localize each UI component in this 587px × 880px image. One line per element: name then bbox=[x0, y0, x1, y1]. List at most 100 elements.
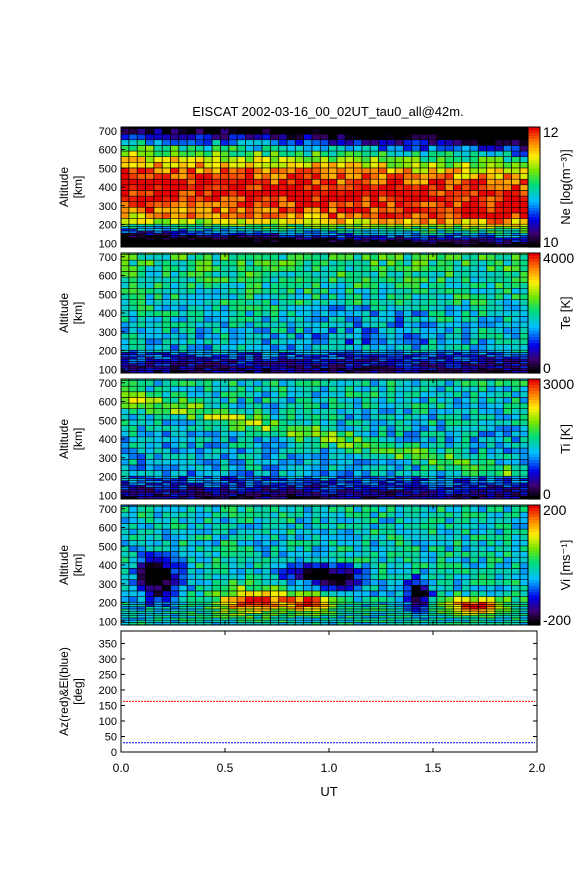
heatmap-cell bbox=[420, 352, 428, 355]
heatmap-cell bbox=[220, 254, 229, 260]
heatmap-cell bbox=[154, 379, 162, 381]
heatmap-cell bbox=[187, 151, 196, 157]
heatmap-cell bbox=[179, 613, 187, 616]
heatmap-cell bbox=[437, 454, 445, 459]
heatmap-cell bbox=[179, 145, 187, 151]
heatmap-cell bbox=[262, 448, 270, 454]
heatmap-cell bbox=[520, 454, 528, 459]
heatmap-cell bbox=[337, 134, 345, 140]
heatmap-cell bbox=[470, 151, 478, 157]
heatmap-cell bbox=[503, 266, 512, 272]
heatmap-cell bbox=[179, 607, 187, 609]
heatmap-cell bbox=[187, 364, 196, 366]
heatmap-cell bbox=[362, 190, 370, 196]
heatmap-cell bbox=[304, 487, 312, 490]
colorbar-segment bbox=[528, 202, 540, 206]
heatmap-cell bbox=[378, 333, 387, 339]
heatmap-cell bbox=[337, 476, 345, 479]
heatmap-cell bbox=[428, 224, 437, 227]
heatmap-cell bbox=[395, 224, 404, 227]
heatmap-cell bbox=[370, 311, 379, 317]
heatmap-cell bbox=[345, 364, 354, 366]
heatmap-cell bbox=[437, 253, 445, 255]
heatmap-cell bbox=[403, 213, 412, 219]
heatmap-cell bbox=[395, 242, 404, 245]
heatmap-cell bbox=[345, 277, 354, 283]
heatmap-cell bbox=[370, 437, 379, 443]
heatmap-cell bbox=[478, 145, 487, 151]
heatmap-cell bbox=[229, 207, 237, 213]
heatmap-cell bbox=[503, 277, 512, 283]
heatmap-cell bbox=[195, 425, 204, 431]
heatmap-cell bbox=[121, 518, 129, 524]
heatmap-cell bbox=[420, 294, 428, 300]
heatmap-cell bbox=[478, 207, 487, 213]
heatmap-cell bbox=[470, 235, 478, 238]
heatmap-cell bbox=[154, 238, 162, 240]
heatmap-cell bbox=[445, 271, 453, 277]
heatmap-cell bbox=[229, 604, 237, 607]
heatmap-cell bbox=[304, 235, 312, 238]
heatmap-cell bbox=[345, 231, 354, 233]
heatmap-cell bbox=[279, 344, 287, 350]
heatmap-cell bbox=[229, 145, 237, 151]
heatmap-cell bbox=[495, 442, 503, 448]
heatmap-cell bbox=[329, 266, 337, 272]
heatmap-cell bbox=[462, 145, 470, 151]
heatmap-cell bbox=[329, 283, 337, 288]
heatmap-cell bbox=[437, 328, 445, 333]
heatmap-cell bbox=[170, 604, 179, 607]
heatmap-cell bbox=[154, 145, 162, 151]
heatmap-cell bbox=[237, 151, 245, 157]
heatmap-cell bbox=[279, 368, 287, 371]
heatmap-cell bbox=[345, 305, 354, 311]
heatmap-cell bbox=[387, 226, 395, 229]
heatmap-cell bbox=[129, 494, 137, 497]
heatmap-cell bbox=[154, 368, 162, 371]
heatmap-cell bbox=[229, 591, 237, 597]
heatmap-cell bbox=[453, 361, 462, 364]
heatmap-cell bbox=[245, 179, 254, 185]
heatmap-cell bbox=[512, 414, 520, 420]
heatmap-cell bbox=[245, 505, 254, 507]
heatmap-cell bbox=[270, 235, 279, 238]
heatmap-cell bbox=[262, 240, 270, 242]
heatmap-cell bbox=[195, 311, 204, 317]
heatmap-cell bbox=[129, 596, 137, 602]
heatmap-cell bbox=[470, 437, 478, 443]
heatmap-cell bbox=[470, 207, 478, 213]
heatmap-cell bbox=[220, 420, 229, 426]
heatmap-cell bbox=[304, 299, 312, 305]
heatmap-cell bbox=[229, 226, 237, 229]
heatmap-cell bbox=[312, 481, 320, 483]
heatmap-cell bbox=[304, 196, 312, 202]
heatmap-cell bbox=[262, 238, 270, 240]
heatmap-cell bbox=[279, 283, 287, 288]
heatmap-cell bbox=[304, 470, 312, 476]
heatmap-cell bbox=[512, 238, 520, 240]
heatmap-cell bbox=[320, 487, 329, 490]
heatmap-cell bbox=[295, 352, 304, 355]
heatmap-cell bbox=[121, 366, 129, 368]
heatmap-cell bbox=[329, 202, 337, 207]
heatmap-cell bbox=[237, 476, 245, 479]
heatmap-cell bbox=[262, 602, 270, 605]
heatmap-cell bbox=[428, 271, 437, 277]
heatmap-cell bbox=[503, 224, 512, 227]
heatmap-cell bbox=[412, 339, 420, 345]
heatmap-cell bbox=[312, 392, 320, 398]
heatmap-cell bbox=[345, 190, 354, 196]
heatmap-cell bbox=[437, 168, 445, 174]
heatmap-cell bbox=[195, 134, 204, 140]
heatmap-cell bbox=[420, 397, 428, 403]
heatmap-cell bbox=[229, 459, 237, 465]
heatmap-cell bbox=[229, 357, 237, 359]
heatmap-cell bbox=[220, 240, 229, 242]
heatmap-cell bbox=[453, 368, 462, 371]
heatmap-cell bbox=[403, 253, 412, 255]
heatmap-cell bbox=[179, 476, 187, 479]
heatmap-cell bbox=[229, 361, 237, 364]
heatmap-cell bbox=[212, 328, 220, 333]
heatmap-cell bbox=[121, 277, 129, 283]
heatmap-cell bbox=[428, 162, 437, 168]
